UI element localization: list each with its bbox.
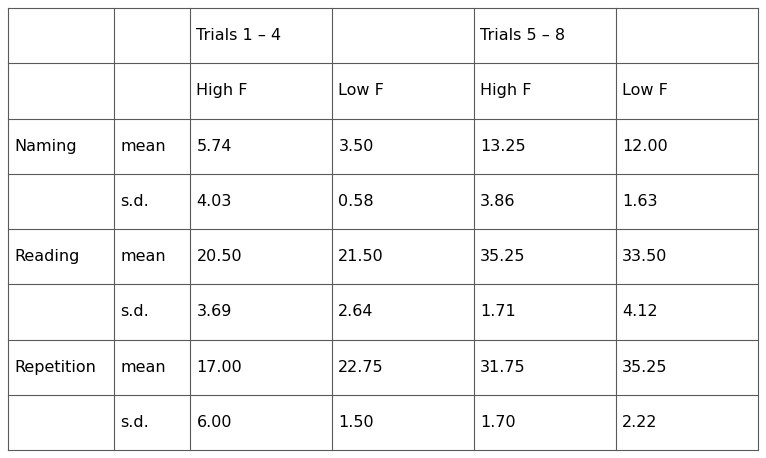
Text: 35.25: 35.25 [480, 249, 525, 264]
Text: mean: mean [120, 139, 166, 153]
Text: mean: mean [120, 249, 166, 264]
Text: 3.69: 3.69 [196, 305, 232, 319]
Text: Naming: Naming [14, 139, 77, 153]
Text: High F: High F [196, 83, 248, 98]
Text: 1.50: 1.50 [339, 415, 374, 430]
Text: 33.50: 33.50 [622, 249, 667, 264]
Text: 4.12: 4.12 [622, 305, 658, 319]
Text: 1.70: 1.70 [480, 415, 516, 430]
Text: 35.25: 35.25 [622, 360, 668, 375]
Text: 20.50: 20.50 [196, 249, 242, 264]
Text: s.d.: s.d. [120, 305, 149, 319]
Text: 6.00: 6.00 [196, 415, 232, 430]
Text: 1.63: 1.63 [622, 194, 657, 209]
Text: Reading: Reading [14, 249, 80, 264]
Text: 3.50: 3.50 [339, 139, 374, 153]
Text: Trials 5 – 8: Trials 5 – 8 [480, 28, 565, 43]
Text: 22.75: 22.75 [339, 360, 384, 375]
Text: 12.00: 12.00 [622, 139, 668, 153]
Text: 17.00: 17.00 [196, 360, 242, 375]
Text: Low F: Low F [339, 83, 385, 98]
Text: Low F: Low F [622, 83, 668, 98]
Text: 13.25: 13.25 [480, 139, 525, 153]
Text: 21.50: 21.50 [339, 249, 384, 264]
Text: 0.58: 0.58 [339, 194, 374, 209]
Text: 1.71: 1.71 [480, 305, 516, 319]
Text: s.d.: s.d. [120, 194, 149, 209]
Text: 31.75: 31.75 [480, 360, 525, 375]
Text: mean: mean [120, 360, 166, 375]
Text: Repetition: Repetition [14, 360, 96, 375]
Text: 4.03: 4.03 [196, 194, 232, 209]
Text: 2.22: 2.22 [622, 415, 657, 430]
Text: s.d.: s.d. [120, 415, 149, 430]
Text: High F: High F [480, 83, 532, 98]
Text: Trials 1 – 4: Trials 1 – 4 [196, 28, 282, 43]
Text: 5.74: 5.74 [196, 139, 232, 153]
Text: 3.86: 3.86 [480, 194, 516, 209]
Text: 2.64: 2.64 [339, 305, 374, 319]
